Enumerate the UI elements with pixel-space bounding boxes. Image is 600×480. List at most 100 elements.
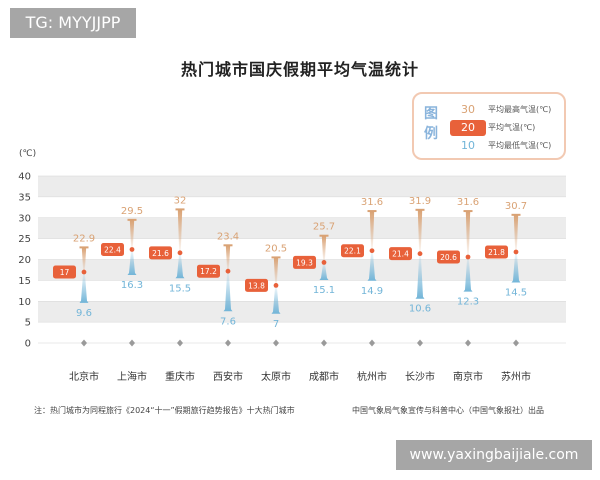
category-marker [369,339,375,347]
y-tick-label: 5 [25,318,31,329]
category-marker [273,339,279,347]
low-range-bar [175,252,185,279]
x-category-label: 西安市 [213,370,243,383]
avg-point [129,247,135,252]
high-range-bar [417,209,423,254]
avg-label-box [149,246,172,260]
high-range-bar [129,219,135,250]
y-tick-label: 20 [18,255,31,266]
footnote: 注：热门城市为同程旅行《2024“十一”假期旅行趋势报告》十大热门城市 [34,406,295,415]
avg-point [465,254,471,260]
y-axis-unit: (℃) [19,149,37,159]
high-data-label: 23.4 [217,231,239,242]
low-range-bar [79,272,89,303]
chart-title: 热门城市国庆假期平均气温统计 [180,60,419,79]
avg-data-label: 22.1 [344,247,361,256]
low-data-label: 7.6 [220,316,236,327]
low-data-label: 16.3 [121,280,143,291]
avg-label-box [245,278,268,292]
low-range-bar [463,256,473,292]
avg-data-label: 19.3 [296,258,313,267]
low-data-label: 7 [273,319,279,330]
legend-item-high: 30 平均最高气温(℃) [450,102,570,118]
avg-data-label: 20.6 [440,253,457,262]
high-data-label: 30.7 [505,201,527,212]
x-category-label: 北京市 [69,370,99,383]
x-category-label: 南京市 [453,370,483,383]
y-tick-label: 25 [18,234,31,245]
category-marker [129,339,135,347]
low-range-bar [223,271,233,312]
avg-data-label: 22.4 [104,245,121,254]
legend-box: 图例 30 平均最高气温(℃) 20 平均气温(℃) 10 平均最低气温(℃) [412,92,566,160]
high-data-label: 20.5 [265,243,287,254]
high-range-bar [177,209,183,253]
avg-point [513,249,519,255]
grid-band [38,301,566,323]
high-range-bar [321,235,327,263]
high-range-bar [81,247,87,273]
low-data-label: 15.5 [169,283,191,294]
avg-data-label: 17.2 [200,267,217,276]
avg-label-box [197,264,220,278]
grid-band [38,259,566,281]
low-data-label: 10.6 [409,304,431,315]
y-tick-label: 0 [25,339,31,350]
avg-point [321,260,327,265]
grid-band [38,217,566,239]
avg-point [369,248,375,254]
category-marker [81,339,87,347]
y-tick-label: 15 [18,276,31,287]
low-range-bar [127,249,137,275]
low-data-label: 12.3 [457,297,479,308]
avg-point [273,282,279,288]
low-range-bar [415,253,425,299]
avg-data-label: 21.4 [392,250,409,259]
x-category-label: 上海市 [117,370,147,383]
low-data-label: 15.1 [313,285,335,296]
high-data-label: 31.6 [361,197,383,208]
avg-data-label: 13.8 [248,281,265,290]
legend-item-low: 10 平均最低气温(℃) [450,138,570,154]
legend-title: 图例 [424,106,438,142]
low-data-label: 14.5 [505,287,527,298]
low-range-bar [511,251,521,283]
avg-label-box [437,250,460,264]
high-range-bar [273,257,279,286]
x-category-label: 重庆市 [165,370,195,383]
x-category-label: 苏州市 [501,370,531,383]
x-category-label: 长沙市 [405,370,435,383]
avg-label-box [341,244,364,258]
x-category-label: 成都市 [309,370,339,383]
low-data-label: 14.9 [361,286,383,297]
x-category-label: 太原市 [261,370,291,383]
source-credit: 中国气象局气象宣传与科普中心（中国气象报社）出品 [352,406,544,415]
avg-point [177,250,183,256]
avg-data-label: 21.8 [488,248,505,257]
legend-high-value: 30 [461,103,475,116]
high-range-bar [225,245,231,272]
legend-avg-value: 20 [450,120,486,136]
avg-data-label: 21.6 [152,249,169,258]
category-marker [465,339,471,347]
avg-label-box [53,265,76,279]
avg-data-label: 17 [60,268,70,277]
category-marker [417,339,423,347]
high-data-label: 31.6 [457,197,479,208]
avg-label-box [293,255,316,269]
legend-item-avg: 20 平均气温(℃) [450,120,570,136]
low-data-label: 9.6 [76,308,92,319]
high-data-label: 22.9 [73,233,95,244]
high-data-label: 31.9 [409,196,431,207]
x-category-label: 杭州市 [357,370,387,383]
low-range-bar [271,285,281,314]
avg-point [417,251,423,257]
category-marker [321,339,327,347]
grid-band [38,176,566,197]
legend-low-value: 10 [461,139,475,152]
watermark-bottom-right: www.yaxingbaijiale.com [396,440,592,470]
high-data-label: 29.5 [121,206,143,217]
watermark-top-left: TG: MYYJJPP [10,8,136,38]
high-range-bar [465,211,471,257]
